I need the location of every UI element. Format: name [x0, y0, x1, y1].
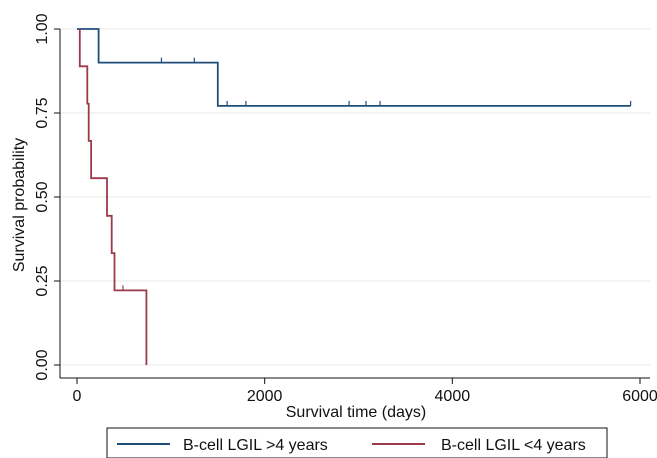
x-ticks: 0 2000 4000 6000	[73, 378, 657, 405]
x-axis-title: Survival time (days)	[286, 404, 426, 421]
y-tick-label: 0.00	[34, 349, 51, 380]
plot-area: 0.00 0.25 0.50 0.75 1.00 0 2000 4000 6000	[34, 13, 657, 405]
y-axis-title: Survival probability	[11, 138, 28, 272]
gridlines	[60, 28, 650, 366]
legend-box	[106, 427, 608, 458]
x-tick-label: 2000	[247, 388, 283, 405]
legend-label-series-1: B-cell LGIL >4 years	[183, 437, 328, 454]
series-layer	[77, 28, 632, 365]
y-tick-label: 0.50	[34, 181, 51, 212]
y-tick-label: 0.75	[34, 97, 51, 128]
x-tick-label: 0	[73, 388, 82, 405]
x-tick-label: 6000	[622, 388, 657, 405]
legend-label-series-2: B-cell LGIL <4 years	[441, 437, 586, 454]
series-line-2	[78, 29, 148, 365]
y-tick-label: 0.25	[34, 265, 51, 296]
x-tick-label: 4000	[435, 388, 471, 405]
y-ticks: 0.00 0.25 0.50 0.75 1.00	[34, 13, 60, 381]
y-tick-label: 1.00	[34, 13, 51, 44]
series-line-1	[77, 28, 631, 107]
legend: B-cell LGIL >4 years B-cell LGIL <4 year…	[106, 427, 608, 458]
